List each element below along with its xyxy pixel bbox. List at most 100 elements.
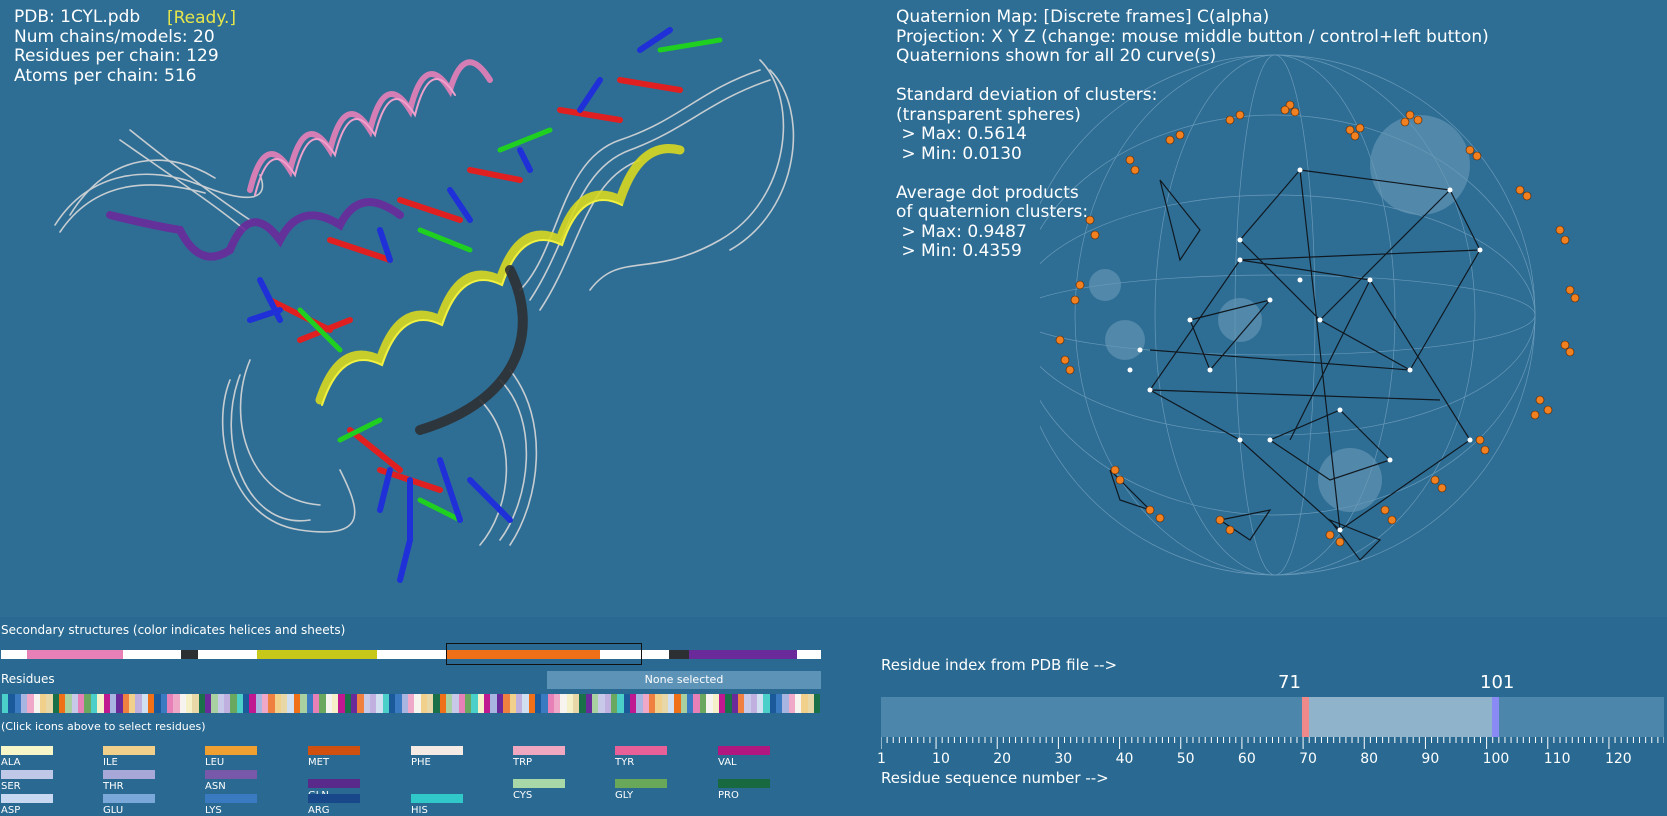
legend-swatch-tyr[interactable] (615, 746, 667, 755)
residue-icon[interactable] (59, 694, 66, 713)
segment-dark-1[interactable] (181, 650, 198, 659)
residue-icon[interactable] (642, 694, 650, 713)
residue-icon[interactable] (788, 694, 795, 713)
segment-orange[interactable] (447, 650, 600, 659)
residue-icon[interactable] (737, 694, 745, 713)
residue-icon[interactable] (503, 694, 510, 713)
residue-icon[interactable] (731, 694, 738, 713)
segment-dark-2[interactable] (669, 650, 689, 659)
residue-icon[interactable] (97, 694, 104, 713)
legend-swatch-met[interactable] (308, 746, 360, 755)
segment-helix-purple[interactable] (689, 650, 797, 659)
residue-icon[interactable] (249, 694, 256, 713)
residue-icon[interactable] (173, 694, 180, 713)
residue-icon[interactable] (243, 694, 250, 713)
residue-icon[interactable] (8, 694, 15, 713)
residue-icon[interactable] (649, 694, 656, 713)
protein-structure-viewer[interactable] (0, 0, 880, 620)
residue-icon[interactable] (84, 694, 91, 713)
residue-icon[interactable] (185, 694, 193, 713)
selected-range[interactable] (1306, 697, 1495, 737)
residue-icon[interactable] (293, 694, 301, 713)
residue-icon[interactable] (312, 694, 320, 713)
residue-icon[interactable] (427, 694, 434, 713)
legend-swatch-gln[interactable] (308, 779, 360, 788)
residue-icon[interactable] (116, 694, 123, 713)
residue-icon[interactable] (344, 694, 351, 713)
residue-icon[interactable] (268, 694, 275, 713)
residue-icon[interactable] (300, 694, 307, 713)
residue-icon[interactable] (509, 694, 516, 713)
residue-icon[interactable] (782, 694, 789, 713)
residue-icon[interactable] (744, 694, 751, 713)
residue-icon[interactable] (446, 694, 453, 713)
residue-icon[interactable] (534, 694, 542, 713)
residue-icon[interactable] (617, 694, 624, 713)
residue-icon[interactable] (661, 694, 669, 713)
residue-icon[interactable] (382, 694, 389, 713)
residue-icon[interactable] (160, 694, 167, 713)
legend-swatch-val[interactable] (718, 746, 770, 755)
legend-swatch-phe[interactable] (411, 746, 463, 755)
residue-icon[interactable] (281, 694, 288, 713)
residue-icon[interactable] (255, 694, 263, 713)
legend-swatch-arg[interactable] (308, 794, 360, 803)
residue-icon[interactable] (611, 694, 618, 713)
residue-icon[interactable] (408, 694, 415, 713)
residue-icon[interactable] (65, 694, 72, 713)
residue-icon[interactable] (471, 694, 478, 713)
residue-icon[interactable] (78, 694, 85, 713)
legend-swatch-gly[interactable] (615, 779, 667, 788)
residue-icon[interactable] (522, 694, 529, 713)
residue-icon[interactable] (807, 694, 814, 713)
residue-icon[interactable] (154, 694, 161, 713)
residue-icon[interactable] (420, 694, 428, 713)
residue-icon[interactable] (21, 694, 28, 713)
residue-icon[interactable] (623, 694, 631, 713)
secondary-structure-bar[interactable] (1, 650, 821, 659)
legend-swatch-ile[interactable] (103, 746, 155, 755)
residue-icon[interactable] (40, 694, 47, 713)
legend-swatch-ser[interactable] (1, 770, 53, 779)
residue-icon[interactable] (680, 694, 688, 713)
residue-icon[interactable] (756, 694, 764, 713)
residue-icon[interactable] (109, 694, 117, 713)
residue-icon[interactable] (376, 694, 383, 713)
segment-helix-pink[interactable] (27, 650, 123, 659)
residue-icon[interactable] (763, 694, 770, 713)
legend-swatch-lys[interactable] (205, 794, 257, 803)
residue-icon[interactable] (350, 694, 358, 713)
residue-icon[interactable] (814, 694, 821, 713)
residue-icon[interactable] (572, 694, 580, 713)
residue-icon[interactable] (706, 694, 713, 713)
residue-icon[interactable] (287, 694, 294, 713)
residue-icon[interactable] (458, 694, 466, 713)
residue-icon[interactable] (553, 694, 561, 713)
residue-icon[interactable] (103, 694, 110, 713)
residue-icon[interactable] (598, 694, 605, 713)
residue-icon[interactable] (33, 694, 41, 713)
residue-icon[interactable] (27, 694, 34, 713)
residue-icon[interactable] (794, 694, 802, 713)
residue-icon[interactable] (147, 694, 155, 713)
residue-icon[interactable] (718, 694, 726, 713)
legend-swatch-thr[interactable] (103, 770, 155, 779)
residue-icon[interactable] (591, 694, 599, 713)
residue-icon[interactable] (712, 694, 719, 713)
residue-icon[interactable] (401, 694, 408, 713)
residue-icon[interactable] (699, 694, 707, 713)
residue-icon[interactable] (490, 694, 497, 713)
residue-icon[interactable] (198, 694, 205, 713)
residue-icon[interactable] (2, 694, 9, 713)
residue-icon[interactable] (395, 694, 402, 713)
residue-icon[interactable] (369, 694, 377, 713)
residue-icon[interactable] (674, 694, 681, 713)
residue-icon[interactable] (122, 694, 129, 713)
residue-icon[interactable] (566, 694, 573, 713)
residue-icon[interactable] (192, 694, 199, 713)
residue-icon[interactable] (211, 694, 218, 713)
residue-icon[interactable] (560, 694, 567, 713)
residue-icon[interactable] (205, 694, 212, 713)
residue-icon[interactable] (128, 694, 136, 713)
residue-icon[interactable] (236, 694, 244, 713)
